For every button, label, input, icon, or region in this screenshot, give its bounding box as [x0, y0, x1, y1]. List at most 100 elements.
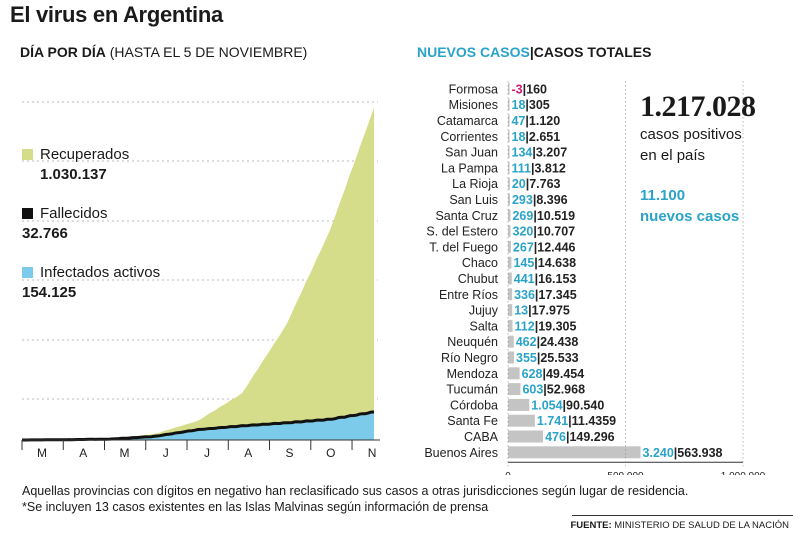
legend-active-value: 154.125	[22, 284, 77, 301]
bar-separator: |	[543, 383, 547, 397]
total-cases-label-line2: en el país	[640, 147, 706, 164]
bar-value-label: 134|3.207	[512, 146, 568, 160]
new-cases: 11.100 nuevos casos	[640, 185, 739, 227]
bar-new-cases: 145	[513, 256, 534, 270]
bar-value-label: 145|14.638	[513, 256, 576, 270]
bar-category-label: San Juan	[445, 146, 498, 160]
bar	[508, 288, 513, 301]
bar-total-cases: 3.207	[536, 146, 567, 160]
bar-value-label: 320|10.707	[513, 225, 576, 239]
new-cases-label: nuevos casos	[640, 208, 740, 225]
bar-new-cases: 355	[516, 351, 537, 365]
month-label: A	[79, 446, 87, 460]
bar	[508, 193, 510, 206]
total-cases-label-line1: casos positivos	[640, 126, 742, 143]
source-rule	[572, 515, 793, 516]
bar	[508, 398, 530, 411]
bar-value-label: 13|17.975	[514, 304, 570, 318]
area-chart-subtitle-bold: DÍA POR DÍA	[20, 44, 106, 60]
bar	[508, 161, 510, 174]
bar	[508, 130, 510, 143]
bar-category-label: Buenos Aires	[424, 446, 498, 460]
bar-value-label: -3|160	[512, 82, 548, 96]
bar-separator: |	[537, 351, 541, 365]
bar-new-cases: 112	[515, 319, 535, 333]
legend-active-label: Infectados activos	[40, 264, 161, 281]
bar-value-label: 111|3.812	[512, 161, 566, 175]
bar-separator: |	[533, 209, 537, 223]
bar-row: Chaco 145|14.638	[462, 256, 576, 270]
bar-value-label: 112|19.305	[515, 319, 577, 333]
month-label: A	[244, 446, 252, 460]
area-chart-subtitle: DÍA POR DÍA (HASTA EL 5 DE NOVIEMBRE)	[20, 44, 307, 60]
bar-new-cases: 18	[512, 98, 526, 112]
bar-category-label: Salta	[470, 319, 499, 333]
bar-separator: |	[542, 367, 546, 381]
source-label: FUENTE:	[570, 520, 612, 531]
bar-category-label: Chubut	[458, 272, 499, 286]
bar-value-label: 47|1.120	[512, 114, 561, 128]
bar	[508, 256, 512, 269]
bar-row: Salta 112|19.305	[470, 319, 577, 333]
legend-active: Infectados activos 154.125	[22, 264, 160, 301]
bar-category-label: CABA	[464, 430, 499, 444]
bar-total-cases: 10.707	[537, 225, 575, 239]
bar-new-cases: 628	[522, 367, 543, 381]
bar-tick-label: 0	[505, 471, 511, 475]
legend-recovered: Recuperados 1.030.137	[22, 146, 129, 183]
bar-separator: |	[525, 114, 529, 128]
bar-separator: |	[563, 398, 567, 412]
bar-chart-subtitle-total: CASOS TOTALES	[533, 44, 652, 60]
bar-total-cases: 49.454	[546, 367, 584, 381]
bar-row: Mendoza 628|49.454	[447, 367, 585, 381]
bar-value-label: 269|10.519	[512, 209, 575, 223]
footnote: Aquellas provincias con dígitos en negat…	[22, 483, 688, 515]
footnote-line1: Aquellas provincias con dígitos en negat…	[22, 484, 689, 498]
month-label: S	[286, 446, 294, 460]
bar-row: Entre Ríos 336|17.345	[439, 288, 577, 302]
bar	[508, 98, 510, 111]
bar-new-cases: 111	[512, 161, 532, 175]
bar-category-label: Mendoza	[447, 367, 498, 381]
bar-category-label: Santa Fe	[447, 414, 498, 428]
bar-category-label: T. del Fuego	[429, 240, 498, 254]
bar-separator: |	[537, 335, 541, 349]
bar-new-cases: 13	[514, 304, 528, 318]
bar-separator: |	[525, 130, 529, 144]
bar-row: Jujuy 13|17.975	[469, 304, 570, 318]
bar-category-label: La Rioja	[452, 177, 498, 191]
bar-separator: |	[526, 177, 530, 191]
bar-category-label: Córdoba	[450, 398, 498, 412]
bar-separator: |	[525, 98, 529, 112]
month-label: M	[37, 446, 47, 460]
bar-value-label: 18|305	[512, 98, 550, 112]
bar-separator: |	[532, 146, 536, 160]
bar	[508, 319, 513, 332]
bar	[508, 304, 513, 317]
bar	[508, 383, 521, 396]
bar-total-cases: 160	[526, 82, 547, 96]
bar-chart-subtitle-sep: |	[529, 44, 534, 60]
bar-value-label: 1.054|90.540	[531, 398, 604, 412]
bar-category-label: San Luis	[449, 193, 498, 207]
footnote-line2: *Se incluyen 13 casos existentes en las …	[22, 500, 489, 514]
bar-new-cases: 269	[512, 209, 533, 223]
bar-new-cases: 47	[512, 114, 526, 128]
bar-total-cases: 25.533	[540, 351, 578, 365]
bar-total-cases: 10.519	[537, 209, 575, 223]
bar-total-cases: 24.438	[540, 335, 578, 349]
bar-category-label: Río Negro	[441, 351, 498, 365]
bar-category-label: Jujuy	[469, 304, 499, 318]
bar	[508, 82, 510, 95]
bar-total-cases: 563.938	[677, 446, 722, 460]
legend-active-swatch	[22, 267, 33, 278]
legend-recovered-value: 1.030.137	[40, 166, 107, 183]
bar-category-label: La Pampa	[441, 161, 498, 175]
bar-value-label: 3.240|563.938	[643, 446, 723, 460]
bar-row: Chubut 441|16.153	[458, 272, 577, 286]
bar-category-label: Entre Ríos	[439, 288, 498, 302]
bar-row: Neuquén 462|24.438	[447, 335, 578, 349]
legend-deaths-value: 32.766	[22, 225, 68, 242]
